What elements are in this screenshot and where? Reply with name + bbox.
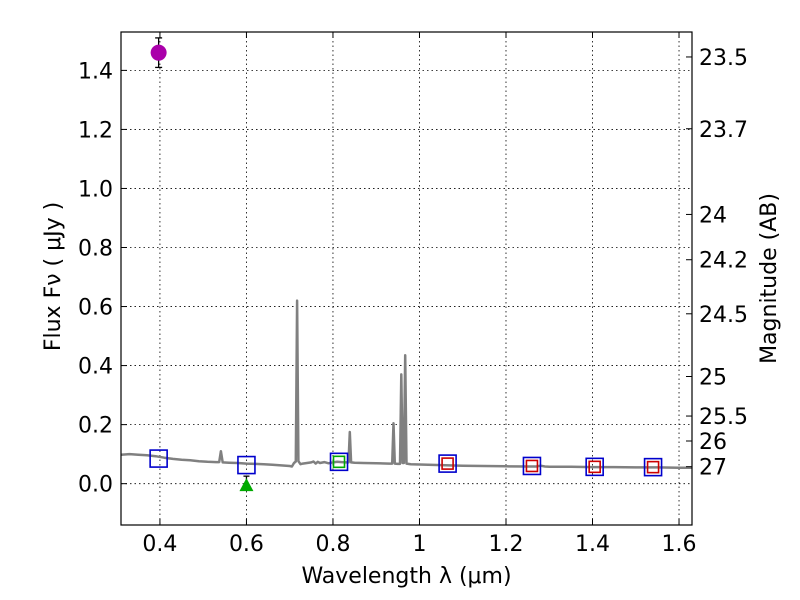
x-axis-title: Wavelength λ (μm) <box>301 564 511 589</box>
photometry-square-point <box>441 457 454 470</box>
photometry-square-point <box>329 452 349 472</box>
series-triangle <box>239 475 254 492</box>
x-tick-label: 0.6 <box>229 532 264 557</box>
right-tick-label: 24.2 <box>699 249 748 274</box>
right-tick-label: 23.7 <box>699 118 748 143</box>
x-tick-label: 0.4 <box>142 532 177 557</box>
photometry-square-point <box>643 457 663 477</box>
y-tick-label: 1.0 <box>78 177 113 202</box>
photometry-square-point <box>585 457 604 477</box>
right-tick-label: 24 <box>699 203 727 228</box>
photometry-square-point <box>646 460 660 474</box>
x-tick-label: 1.4 <box>575 532 610 557</box>
plot-frame <box>120 31 693 526</box>
right-tick-label: 25.5 <box>699 405 748 430</box>
x-tick-label: 1.2 <box>488 532 523 557</box>
y-tick-label: 0.0 <box>78 473 113 498</box>
photometry-square-point <box>332 455 346 469</box>
y-tick-label: 1.2 <box>78 118 113 143</box>
upper-limit-triangle-point <box>239 478 254 492</box>
series-circle <box>150 37 167 69</box>
data-series <box>120 37 692 492</box>
y-tick-label: 1.4 <box>78 59 113 84</box>
photometry-square-point <box>522 456 542 476</box>
right-axis-title: Magnitude (AB) <box>757 193 782 364</box>
right-tick-label: 27 <box>699 456 727 481</box>
series-open-square-small <box>441 457 660 474</box>
photometry-square-point <box>237 455 256 475</box>
right-tick-label: 23.5 <box>699 46 748 71</box>
y-tick-label: 0.6 <box>78 296 113 321</box>
photometry-square-point <box>438 454 457 473</box>
y-tick-label: 0.2 <box>78 414 113 439</box>
right-tick-label: 26 <box>699 430 727 455</box>
right-tick-label: 25 <box>699 365 727 390</box>
y-tick-label: 0.8 <box>78 237 113 262</box>
photometry-square-point <box>525 459 539 473</box>
series-open-square <box>149 449 663 477</box>
x-tick-label: 1.6 <box>662 532 697 557</box>
y-axis-title: Flux Fν ( μJy ) <box>41 202 66 351</box>
axis-ticks: 0.4 0.6 0.8 1 1.2 1.4 1.6 0.0 0.2 0.4 0.6 0.8 1.0 1.2… <box>78 32 748 557</box>
right-tick-label: 24.5 <box>699 303 748 328</box>
detection-circle-point <box>150 44 167 61</box>
grid-lines <box>121 32 692 525</box>
x-tick-label: 0.8 <box>315 532 350 557</box>
y-tick-label: 0.4 <box>78 355 113 380</box>
photometry-square-point <box>149 449 168 468</box>
x-tick-label: 1 <box>412 532 426 557</box>
photometry-square-point <box>588 460 601 474</box>
series-open-square-small <box>332 455 346 469</box>
